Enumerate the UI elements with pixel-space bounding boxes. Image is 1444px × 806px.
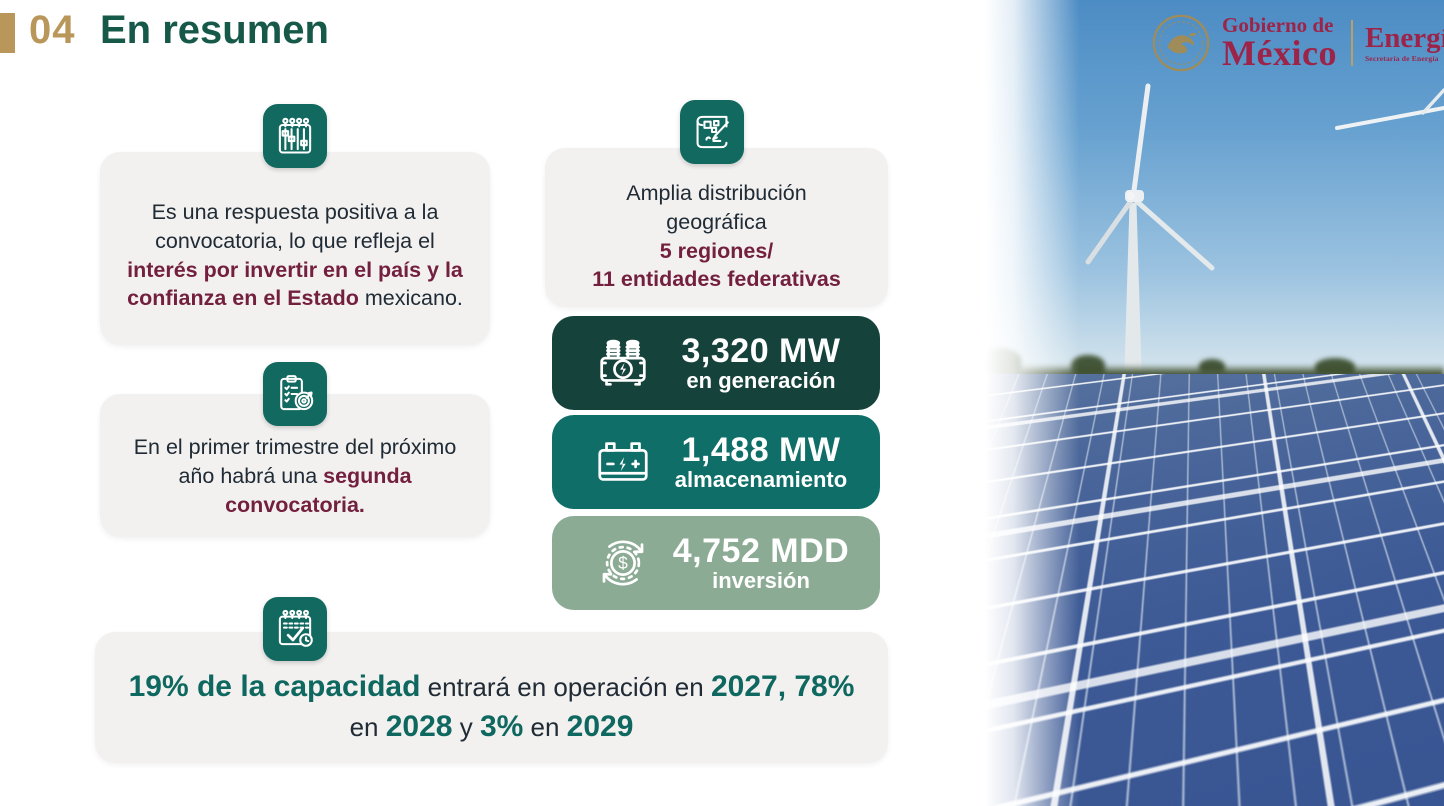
generation-stat-text: 3,320 MW en generación bbox=[656, 333, 880, 393]
timeline-line2: en 2028 y 3% en 2029 bbox=[350, 707, 634, 747]
calendar-check-icon bbox=[263, 597, 327, 661]
timeline-3pct: 3% bbox=[479, 709, 524, 743]
accent-bar bbox=[0, 13, 15, 53]
energia-subtitle: Secretaría de Energía bbox=[1364, 53, 1439, 63]
respuesta-bold: interés por invertir en el país y la con… bbox=[127, 257, 463, 311]
wind-turbine bbox=[1085, 83, 1444, 402]
trimestre-pre: En el primer trimestre del próximo año h… bbox=[133, 435, 457, 489]
generation-value: 3,320 MW bbox=[681, 331, 841, 370]
investment-stat-card: $ 4,752 MDD inversión bbox=[552, 516, 880, 610]
battery-icon bbox=[590, 431, 656, 493]
svg-text:$: $ bbox=[618, 553, 628, 573]
distribucion-line2: geográfica bbox=[666, 209, 767, 234]
gobierno-line2: México bbox=[1222, 32, 1337, 73]
photo-left-fade bbox=[985, 0, 1080, 806]
distribucion-line1: Amplia distribución bbox=[626, 180, 807, 205]
storage-stat-text: 1,488 MW almacenamiento bbox=[656, 432, 880, 492]
respuesta-card: Es una respuesta positiva a la convocato… bbox=[100, 152, 490, 345]
respuesta-text: Es una respuesta positiva a la convocato… bbox=[126, 198, 464, 313]
trimestre-card: En el primer trimestre del próximo año h… bbox=[100, 394, 490, 537]
timeline-text2: en bbox=[349, 711, 386, 742]
generator-icon bbox=[590, 332, 656, 394]
page-title: En resumen bbox=[100, 8, 329, 52]
timeline-line1: 19% de la capacidad entrará en operación… bbox=[129, 667, 855, 707]
investment-value: 4,752 MDD bbox=[672, 531, 850, 570]
timeline-card: 19% de la capacidad entrará en operación… bbox=[95, 632, 888, 763]
clipboard-target-icon bbox=[263, 362, 327, 426]
timeline-text3: y bbox=[452, 711, 480, 742]
trimestre-bold: segunda convocatoria. bbox=[225, 464, 412, 517]
gobierno-wordmark: Gobierno de México bbox=[1222, 12, 1337, 73]
timeline-2027: 2027, 78% bbox=[710, 669, 855, 703]
investment-cycle-icon: $ bbox=[590, 532, 656, 594]
generation-label: en generación bbox=[686, 368, 836, 394]
energia-title: Energía bbox=[1364, 21, 1444, 54]
timeline-2028: 2028 bbox=[385, 709, 453, 743]
gobierno-logo: Gobierno de México Energía Secretaría de… bbox=[1150, 12, 1444, 74]
generation-stat-card: 3,320 MW en generación bbox=[552, 316, 880, 410]
trimestre-text: En el primer trimestre del próximo año h… bbox=[118, 433, 472, 519]
section-number: 04 bbox=[29, 8, 76, 52]
distribucion-card: Amplia distribución geográfica 5 regione… bbox=[545, 148, 888, 307]
investment-stat-text: 4,752 MDD inversión bbox=[656, 533, 880, 593]
investment-label: inversión bbox=[712, 568, 810, 594]
energia-wordmark: Energía Secretaría de Energía bbox=[1364, 21, 1444, 63]
storage-label: almacenamiento bbox=[674, 467, 848, 493]
storage-value: 1,488 MW bbox=[681, 430, 841, 469]
respuesta-post: mexicano. bbox=[358, 286, 463, 311]
storage-stat-card: 1,488 MW almacenamiento bbox=[552, 415, 880, 509]
gobierno-line1: Gobierno de bbox=[1222, 12, 1334, 37]
timeline-text1: entrará en operación en bbox=[420, 671, 711, 702]
logo-divider bbox=[1350, 20, 1353, 66]
respuesta-pre: Es una respuesta positiva a la convocato… bbox=[151, 199, 439, 253]
map-pencil-icon bbox=[680, 100, 744, 164]
distribucion-bold2: 11 entidades federativas bbox=[592, 267, 841, 292]
timeline-capacity: 19% de la capacidad bbox=[128, 669, 421, 703]
renewables-photo bbox=[985, 0, 1444, 806]
timeline-text4: en bbox=[523, 711, 567, 742]
distribucion-bold1: 5 regiones/ bbox=[659, 238, 774, 263]
mexico-seal-icon bbox=[1152, 14, 1210, 72]
planning-board-icon bbox=[263, 104, 327, 168]
timeline-2029: 2029 bbox=[566, 709, 634, 743]
